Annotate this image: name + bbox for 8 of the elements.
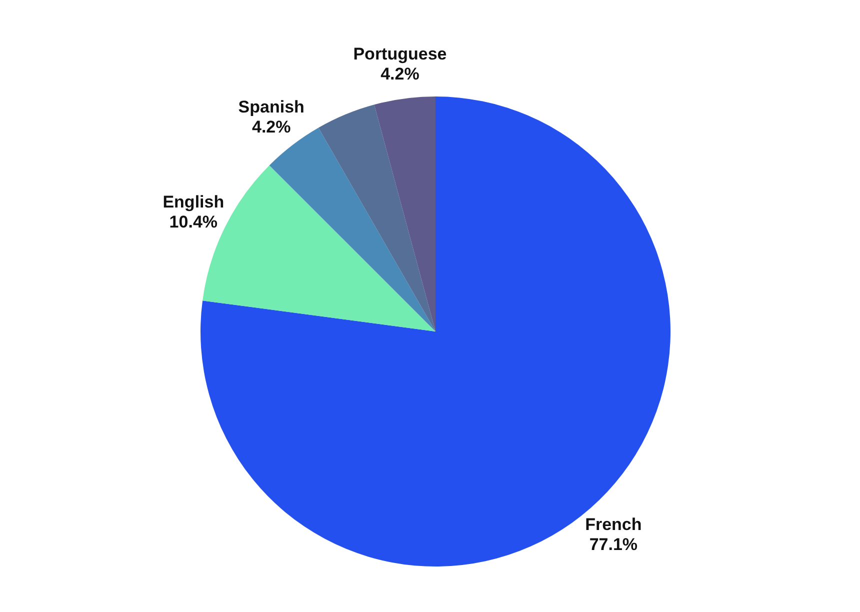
- data-label: 77.1%: [589, 535, 638, 554]
- slice-label: English: [162, 192, 224, 212]
- data-label: 4.2%: [252, 118, 291, 137]
- data-label: 4.2%: [380, 64, 420, 84]
- slice-label: French: [585, 515, 642, 534]
- data-label: 10.4%: [169, 212, 218, 232]
- slice-label: Spanish: [238, 98, 304, 117]
- slice-label: Portuguese: [353, 44, 447, 64]
